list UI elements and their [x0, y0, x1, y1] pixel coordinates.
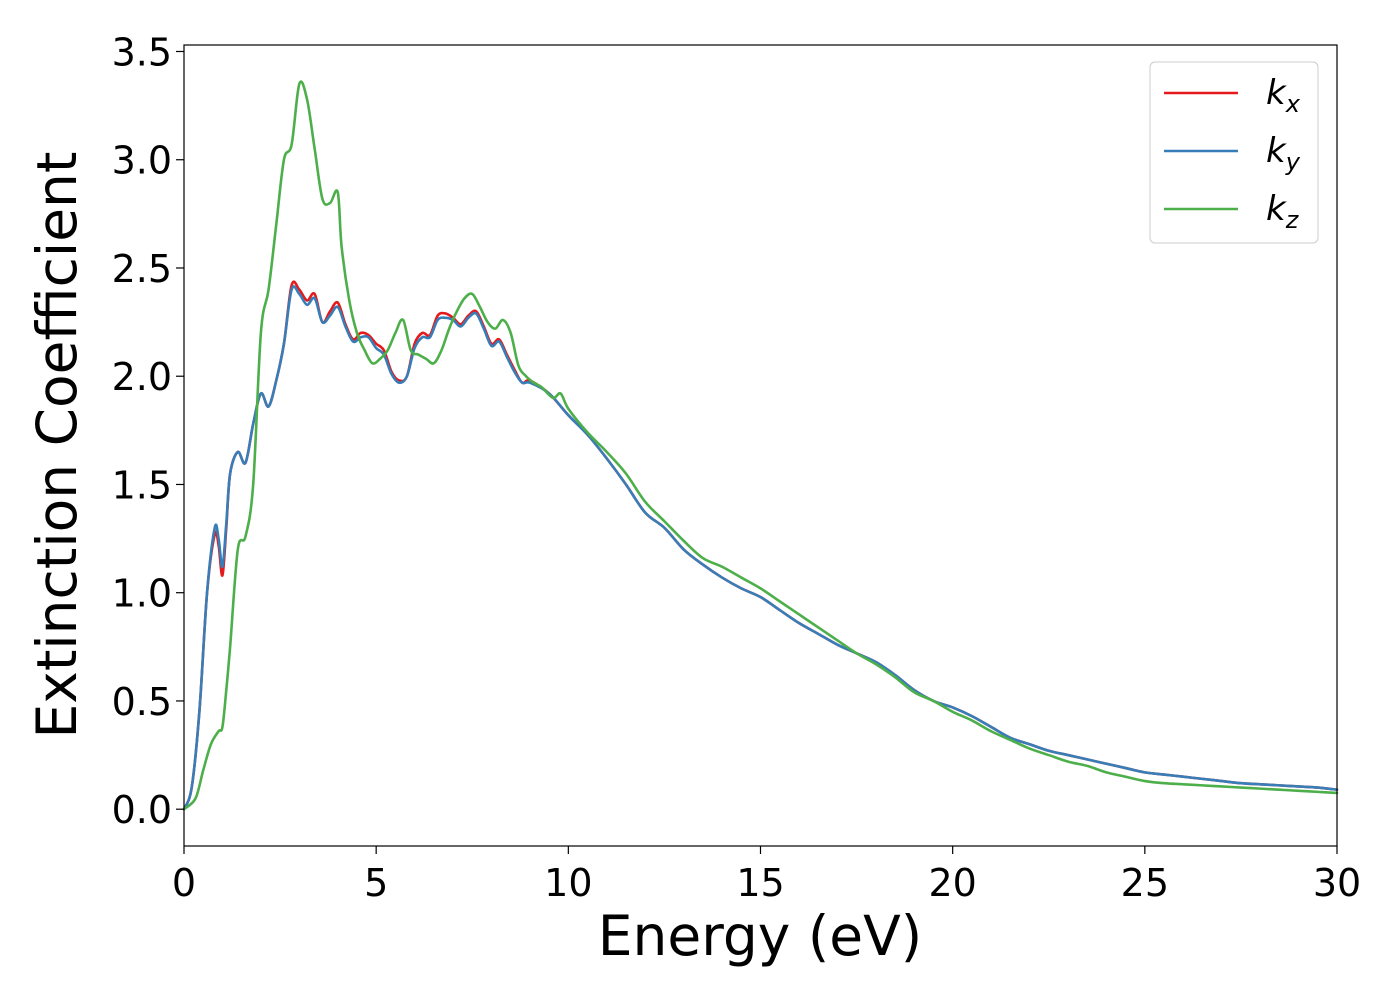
legend-label-ky: ky: [1266, 131, 1301, 176]
legend-label-kz: kz: [1266, 189, 1300, 234]
x-axis-title: Energy (eV): [598, 904, 922, 968]
y-tick-label: 1.0: [112, 572, 172, 616]
legend: kx ky kz: [1149, 61, 1319, 244]
x-tick-label: 5: [364, 861, 388, 905]
y-tick-label: 0.5: [112, 680, 172, 724]
y-tick-label: 3.5: [112, 30, 172, 74]
y-tick-label: 2.5: [112, 247, 172, 291]
y-tick-label: 2.0: [112, 355, 172, 399]
series-line-ky: [182, 285, 1339, 811]
x-axis-ticks: 0 5 10 15 20 25 30: [172, 846, 1361, 905]
series-lines: [182, 80, 1339, 811]
x-tick-label: 10: [544, 861, 592, 905]
x-tick-label: 20: [928, 861, 976, 905]
x-tick-label: 30: [1313, 861, 1361, 905]
x-tick-label: 25: [1121, 861, 1169, 905]
series-line-kz: [182, 80, 1339, 811]
x-tick-label: 15: [736, 861, 784, 905]
y-tick-label: 1.5: [112, 463, 172, 507]
y-tick-label: 0.0: [112, 788, 172, 832]
x-tick-label: 0: [172, 861, 196, 905]
plot-area: [184, 45, 1337, 846]
legend-label-kx: kx: [1266, 73, 1301, 118]
legend-box: [1149, 61, 1319, 244]
y-tick-label: 3.0: [112, 139, 172, 183]
y-axis-title: Extinction Coefficient: [25, 152, 89, 739]
y-axis-ticks: 0.0 0.5 1.0 1.5 2.0 2.5 3.0 3.5: [112, 30, 184, 832]
